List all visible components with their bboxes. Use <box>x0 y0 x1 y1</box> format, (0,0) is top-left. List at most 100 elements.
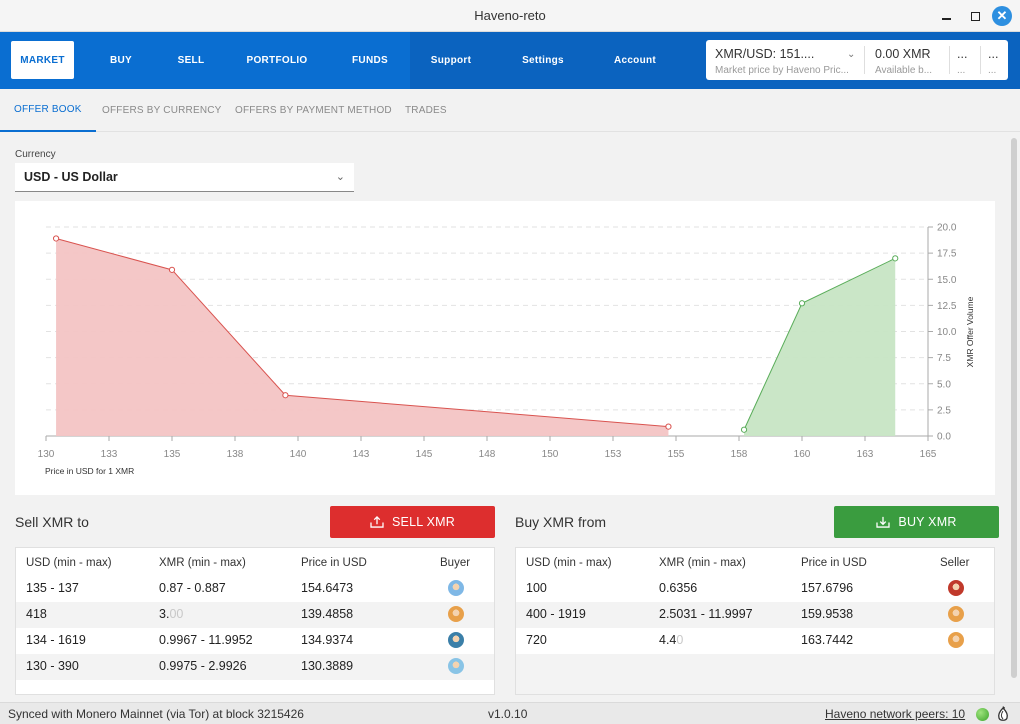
minimize-icon <box>941 18 951 20</box>
y-axis-title: XMR Offer Volume <box>965 296 975 367</box>
x-tick-label: 160 <box>794 449 811 460</box>
available-balance-label: Available b... <box>875 65 933 76</box>
usd-range-cell: 134 - 1619 <box>26 633 86 647</box>
series-area <box>744 258 896 436</box>
y-tick-label: 12.5 <box>937 301 957 312</box>
series-line <box>55 238 669 428</box>
nav-portfolio[interactable]: PORTFOLIO <box>246 55 308 66</box>
market-price-selector[interactable]: XMR/USD: 151.... Market price by Haveno … <box>715 40 860 80</box>
y-tick-label: 7.5 <box>937 353 951 364</box>
buy-offers-table: USD (min - max) XMR (min - max) Price in… <box>515 547 995 695</box>
column-header[interactable]: XMR (min - max) <box>659 557 746 569</box>
nav-funds[interactable]: FUNDS <box>352 55 388 66</box>
column-header[interactable]: USD (min - max) <box>26 557 112 569</box>
column-header[interactable]: Price in USD <box>301 557 367 569</box>
avatar-icon[interactable] <box>948 580 964 596</box>
price-cell: 139.4858 <box>301 607 354 621</box>
nav-buy[interactable]: BUY <box>109 55 132 66</box>
x-tick-label: 143 <box>353 449 370 460</box>
network-peers-link[interactable]: Haveno network peers: 10 <box>825 707 966 721</box>
y-tick-label: 20.0 <box>937 223 957 234</box>
xmr-range-cell: 2.5031 - 11.9997 <box>659 607 753 621</box>
table-row[interactable]: 134 - 1619 0.9967 - 11.9952 134.9374 <box>16 628 494 654</box>
table-row[interactable]: 100 0.6356 157.6796 <box>516 576 994 602</box>
xmr-range-cell: 3.00 <box>159 607 184 621</box>
sell-xmr-button-label: SELL XMR <box>392 515 455 529</box>
xmr-range-cell: 4.40 <box>659 633 684 647</box>
tab-offer-book[interactable]: OFFER BOOK <box>0 89 96 132</box>
table-row[interactable]: 135 - 137 0.87 - 0.887 154.6473 <box>16 576 494 602</box>
sell-xmr-button[interactable]: SELL XMR <box>330 506 495 538</box>
y-tick-label: 5.0 <box>937 379 951 390</box>
title-bar: Haveno-reto ✕ <box>0 0 1020 32</box>
market-price-value: XMR/USD: 151.... <box>715 47 815 61</box>
avatar-icon[interactable] <box>448 606 464 622</box>
tab-offers-by-currency[interactable]: OFFERS BY CURRENCY <box>102 105 222 116</box>
table-row[interactable]: 418 3.00 139.4858 <box>16 602 494 628</box>
y-tick-label: 15.0 <box>937 275 957 286</box>
available-balance-value: 0.00 XMR <box>875 47 931 61</box>
table-row[interactable]: 720 4.40 163.7442 <box>516 628 994 654</box>
usd-range-cell: 135 - 137 <box>26 581 79 595</box>
currency-select[interactable]: USD - US Dollar ⌄ <box>15 163 354 192</box>
price-cell: 130.3889 <box>301 659 354 673</box>
avatar-icon[interactable] <box>448 632 464 648</box>
data-point <box>52 235 60 242</box>
x-tick-label: 153 <box>605 449 622 460</box>
x-tick-label: 150 <box>542 449 559 460</box>
price-cell: 154.6473 <box>301 581 354 595</box>
x-tick-label: 158 <box>731 449 748 460</box>
nav-settings[interactable]: Settings <box>522 55 564 66</box>
maximize-button[interactable] <box>965 6 985 26</box>
column-header[interactable]: Price in USD <box>801 557 867 569</box>
column-header[interactable]: USD (min - max) <box>526 557 612 569</box>
scrollbar-thumb[interactable] <box>1011 138 1017 678</box>
column-header[interactable]: Buyer <box>440 557 471 569</box>
nav-account[interactable]: Account <box>613 55 657 66</box>
x-tick-label: 133 <box>101 449 118 460</box>
x-axis-title: Price in USD for 1 XMR <box>45 466 134 476</box>
buy-section-title: Buy XMR from <box>515 514 607 530</box>
buy-xmr-button[interactable]: BUY XMR <box>834 506 999 538</box>
sell-section-title: Sell XMR to <box>15 514 89 530</box>
avatar-icon[interactable] <box>448 658 464 674</box>
nav-sell[interactable]: SELL <box>177 55 205 66</box>
close-button[interactable]: ✕ <box>992 6 1012 26</box>
x-tick-label: 130 <box>38 449 55 460</box>
y-tick-label: 2.5 <box>937 405 951 416</box>
balance-box: XMR/USD: 151.... Market price by Haveno … <box>706 40 1008 80</box>
data-point <box>168 266 176 273</box>
tab-offers-by-payment-method[interactable]: OFFERS BY PAYMENT METHOD <box>235 105 392 116</box>
sub-tabs: OFFER BOOK OFFERS BY CURRENCY OFFERS BY … <box>0 89 1020 132</box>
table-row[interactable]: 400 - 1919 2.5031 - 11.9997 159.9538 <box>516 602 994 628</box>
price-cell: 163.7442 <box>801 633 854 647</box>
depth-chart-svg: 0.0 2.5 5.0 7.5 10.0 12.5 15.0 17.5 20.0 130 133 13… <box>38 223 975 477</box>
market-price-source: Market price by Haveno Pric... <box>715 65 849 76</box>
avatar-icon[interactable] <box>948 606 964 622</box>
data-point <box>740 426 748 433</box>
avatar-icon[interactable] <box>448 580 464 596</box>
reserved-balance: ... ... <box>957 47 968 76</box>
usd-range-cell: 720 <box>526 633 547 647</box>
chevron-down-icon: ⌄ <box>847 49 856 60</box>
x-tick-label: 140 <box>290 449 307 460</box>
y-tick-label: 10.0 <box>937 327 957 338</box>
series-area <box>56 238 669 436</box>
currency-select-value: USD - US Dollar <box>24 170 118 184</box>
usd-range-cell: 400 - 1919 <box>526 607 586 621</box>
minimize-button[interactable] <box>936 6 956 26</box>
column-header[interactable]: Seller <box>940 557 970 569</box>
y-tick-label: 17.5 <box>937 249 957 260</box>
column-header[interactable]: XMR (min - max) <box>159 557 246 569</box>
data-point <box>798 300 806 307</box>
nav-support[interactable]: Support <box>430 55 472 66</box>
sell-offers-table: USD (min - max) XMR (min - max) Price in… <box>15 547 495 695</box>
x-tick-label: 165 <box>920 449 937 460</box>
price-cell: 157.6796 <box>801 581 854 595</box>
nav-market[interactable]: MARKET <box>11 41 74 79</box>
usd-range-cell: 130 - 390 <box>26 659 79 673</box>
tab-trades[interactable]: TRADES <box>405 105 447 116</box>
tor-onion-icon[interactable] <box>996 706 1010 722</box>
avatar-icon[interactable] <box>948 632 964 648</box>
table-row[interactable]: 130 - 390 0.9975 - 2.9926 130.3889 <box>16 654 494 680</box>
